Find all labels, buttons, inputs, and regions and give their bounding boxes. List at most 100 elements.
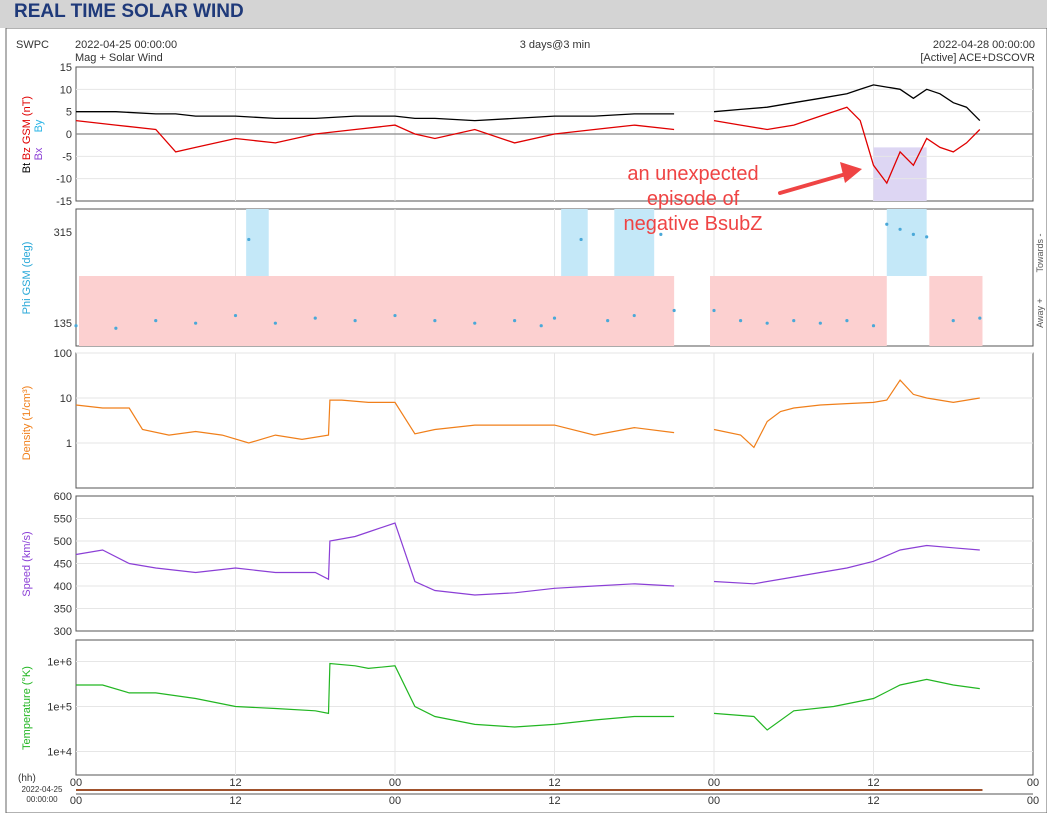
phi-point — [606, 319, 610, 323]
phi-point — [925, 235, 929, 239]
y-axis-label: Temperature (°K) — [21, 666, 33, 750]
chart-panels: 15 10 5 0 -5 -10 -15 Bt Bz GSM (nT) Bx By 315 135 Phi… — [21, 62, 1045, 776]
y-tick-label: 600 — [54, 491, 72, 503]
y-tick-label: 315 — [54, 227, 72, 239]
x-tick-label-lower: 12 — [229, 795, 241, 807]
y-tick-label: 450 — [54, 559, 72, 571]
y-tick-label: 1e+5 — [47, 701, 72, 713]
x-tick-label: 12 — [548, 777, 560, 789]
annotation-text: negative BsubZ — [624, 213, 763, 235]
phi-point — [552, 316, 557, 320]
x-tick-label: 00 — [70, 777, 82, 789]
series-line-bt — [76, 84, 981, 122]
towards-sector-band — [614, 209, 655, 276]
series-line-bz — [75, 106, 981, 185]
status-label: [Active] ACE+DSCOVR — [920, 52, 1035, 64]
phi-panel: 315 135 Phi GSM (deg) Towards - Away + — [21, 208, 1045, 347]
y-tick-label: 400 — [54, 581, 72, 593]
y-tick-label: 15 — [60, 62, 72, 74]
phi-point — [247, 237, 251, 242]
bottom-date: 2022-04-25 — [22, 785, 63, 794]
annotation-arrow-head — [840, 162, 862, 183]
y-tick-label: 135 — [54, 318, 72, 330]
phi-point — [539, 324, 543, 328]
solar-wind-chart: SWPC 2022-04-25 00:00:00 Mag + Solar Win… — [5, 28, 1047, 813]
phi-point — [513, 319, 517, 323]
phi-point — [273, 321, 277, 325]
phi-point — [712, 308, 716, 313]
x-tick-label: 00 — [389, 777, 401, 789]
chart-subtitle: Mag + Solar Wind — [75, 52, 163, 64]
towards-label: Towards - — [1035, 233, 1045, 272]
y-tick-label: 1e+6 — [47, 656, 72, 668]
x-tick-label-lower: 00 — [389, 795, 401, 807]
phi-point — [114, 326, 118, 330]
phi-point — [765, 321, 769, 325]
phi-point — [818, 321, 822, 325]
towards-sector-band — [246, 209, 269, 276]
density-panel: 100 10 1 Density (1/cm³) — [21, 348, 1034, 489]
annotation: an unexpected episode of negative BsubZ — [624, 162, 862, 235]
phi-point — [845, 319, 849, 323]
annotation-text: episode of — [647, 188, 740, 210]
bottom-time: 00:00:00 — [26, 795, 58, 804]
towards-sector-band — [561, 209, 588, 276]
x-tick-label: 12 — [867, 777, 879, 789]
phi-point — [579, 237, 583, 242]
phi-point — [871, 324, 876, 328]
x-tick-label: 12 — [229, 777, 241, 789]
phi-point — [194, 321, 198, 325]
page-title: REAL TIME SOLAR WIND — [14, 1, 244, 22]
annotation-arrow-shaft — [778, 172, 848, 195]
phi-point — [393, 313, 397, 318]
y-axis-label-part: By — [33, 119, 45, 132]
y-tick-label: 1e+4 — [47, 746, 72, 758]
phi-point — [978, 316, 982, 320]
away-sector-band — [929, 276, 983, 346]
time-span: 3 days@3 min — [520, 39, 590, 51]
phi-point — [74, 324, 78, 328]
x-tick-label: 00 — [708, 777, 720, 789]
y-tick-label: 300 — [54, 626, 72, 638]
y-tick-label: -5 — [62, 151, 72, 163]
y-tick-label: 0 — [66, 129, 72, 141]
x-tick-label: 00 — [1027, 777, 1039, 789]
y-axis-label: Phi GSM (deg) — [21, 242, 33, 315]
phi-point — [632, 313, 636, 318]
phi-point — [433, 319, 437, 323]
y-axis-label-part: Bx — [33, 147, 45, 160]
x-tick-label-lower: 00 — [70, 795, 82, 807]
y-tick-label: 500 — [54, 536, 72, 548]
y-tick-label: 10 — [60, 393, 72, 405]
y-axis-label-part: Bz GSM (nT) — [21, 96, 33, 160]
phi-point — [672, 308, 676, 313]
y-tick-label: -15 — [56, 196, 72, 208]
y-tick-label: 5 — [66, 107, 72, 119]
hh-label: (hh) — [18, 773, 36, 784]
away-sector-band — [79, 276, 675, 346]
phi-point — [738, 319, 743, 323]
phi-point — [353, 319, 357, 323]
phi-point — [898, 227, 902, 231]
away-label: Away + — [1035, 298, 1045, 328]
end-time: 2022-04-28 00:00:00 — [933, 39, 1035, 51]
phi-point — [154, 319, 158, 323]
title-bar: REAL TIME SOLAR WIND — [0, 0, 1047, 28]
mag-panel: 15 10 5 0 -5 -10 -15 Bt Bz GSM (nT) Bx By — [21, 62, 1034, 208]
x-tick-label-lower: 00 — [1027, 795, 1039, 807]
y-axis-label-part: Bt — [21, 163, 33, 173]
y-tick-label: 100 — [54, 348, 72, 360]
density-line — [75, 379, 980, 449]
phi-point — [473, 321, 477, 325]
annotation-text: an unexpected — [627, 163, 758, 185]
y-tick-label: 10 — [60, 84, 72, 96]
towards-sector-band — [886, 209, 927, 276]
speed-panel: 600 550 500 450 400 350 300 Speed (km/s) — [21, 491, 1034, 638]
phi-point — [659, 232, 663, 236]
y-tick-label: 350 — [54, 604, 72, 616]
phi-point — [885, 222, 889, 226]
y-tick-label: 1 — [66, 438, 72, 450]
start-time: 2022-04-25 00:00:00 — [75, 39, 177, 51]
x-tick-label-lower: 12 — [867, 795, 879, 807]
x-tick-label-lower: 12 — [548, 795, 560, 807]
